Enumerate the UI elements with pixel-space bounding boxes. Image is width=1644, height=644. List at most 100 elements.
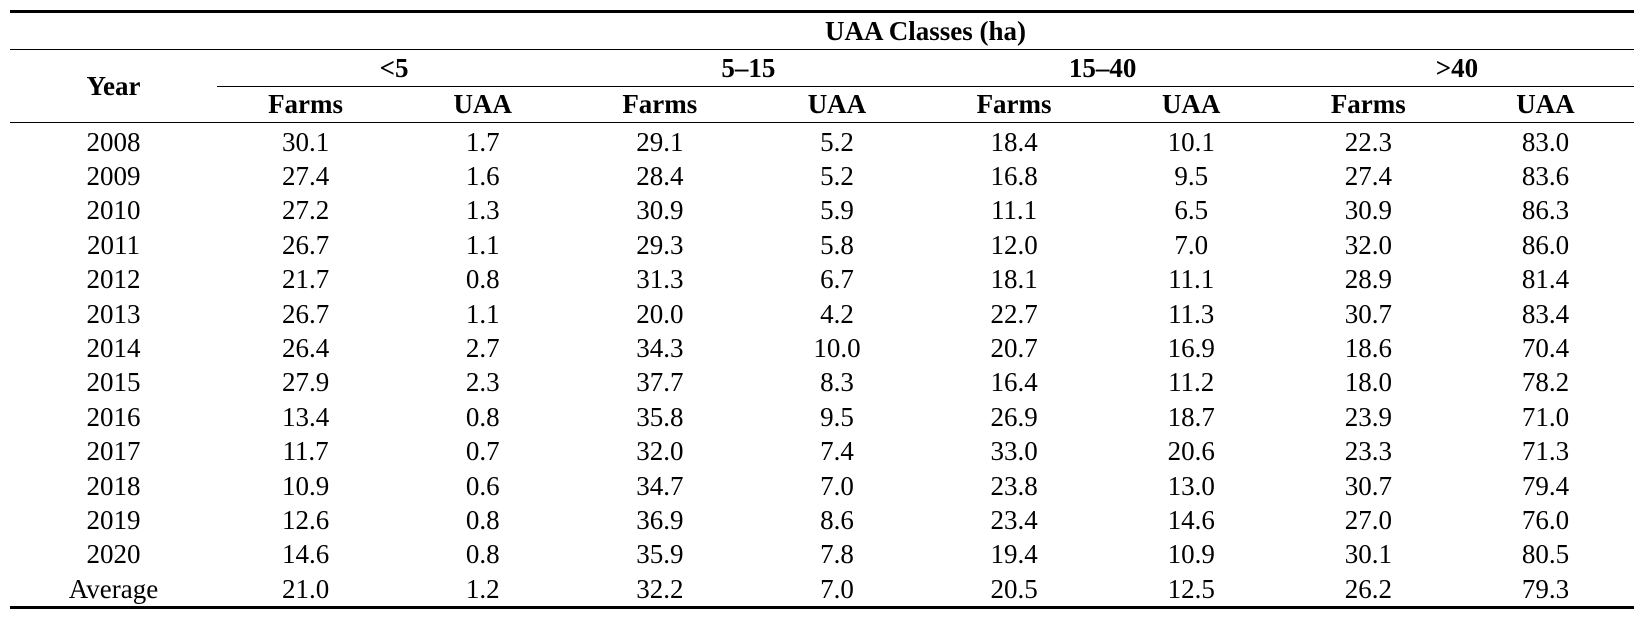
table-row: 2011 26.7 1.1 29.3 5.8 12.0 7.0 32.0 86.0: [10, 228, 1634, 262]
farms-value-cell: 32.0: [636, 436, 684, 467]
year-cell: 2010: [86, 195, 141, 226]
uaa-value-cell: 7.4: [820, 436, 854, 467]
subheader-uaa: UAA: [1102, 86, 1280, 123]
table-row: 2012 21.7 0.8 31.3 6.7 18.1 11.1 28.9 81.4: [10, 263, 1634, 297]
year-cell: 2008: [86, 126, 141, 157]
farms-value-cell: 23.4: [990, 504, 1038, 535]
farms-value-cell: 29.3: [636, 229, 684, 260]
uaa-value-cell: 86.3: [1521, 195, 1570, 226]
farms-value-cell: 11.7: [282, 436, 329, 467]
subheader-farms: Farms: [571, 86, 749, 123]
uaa-value-cell: 78.2: [1521, 367, 1570, 398]
farms-value-cell: 26.9: [990, 401, 1038, 432]
year-cell: Average: [10, 572, 217, 610]
farms-value-cell: 32.0: [1344, 229, 1392, 260]
uaa-value-cell: 8.6: [820, 504, 854, 535]
farms-value-cell: 21.7: [281, 264, 330, 295]
farms-value-cell: 16.4: [990, 367, 1038, 398]
table-row: 2018 10.9 0.6 34.7 7.0 23.8 13.0 30.7 79.4: [10, 469, 1634, 503]
uaa-value-cell: 0.8: [465, 539, 500, 570]
year-cell: 2017: [86, 436, 141, 467]
uaa-value-cell: 9.5: [820, 401, 854, 432]
uaa-value-cell: 2.3: [465, 367, 500, 398]
farms-value-cell: 27.4: [281, 161, 330, 192]
uaa-value-cell: 86.0: [1521, 229, 1570, 260]
uaa-value-cell: 71.3: [1521, 436, 1570, 467]
uaa-value-cell: 81.4: [1521, 264, 1570, 295]
farms-value-cell: 35.9: [636, 539, 684, 570]
uaa-value-cell: 1.7: [465, 126, 500, 157]
farms-value-cell: 18.4: [990, 126, 1038, 157]
uaa-value-cell: 14.6: [1167, 504, 1215, 535]
farms-value-cell: 26.7: [281, 229, 330, 260]
year-cell: 2011: [87, 229, 140, 260]
farms-value-cell: 16.8: [990, 161, 1038, 192]
farms-value-cell: 27.9: [281, 367, 330, 398]
farms-value-cell: 19.4: [990, 539, 1038, 570]
farms-value-cell: 37.7: [636, 367, 684, 398]
farms-value-cell: 18.0: [1344, 367, 1392, 398]
uaa-value-cell: 70.4: [1521, 333, 1570, 364]
year-cell: 2015: [86, 367, 141, 398]
farms-value-cell: 34.7: [636, 470, 684, 501]
farms-value-cell: 26.2: [1279, 572, 1457, 610]
farms-value-cell: 27.2: [281, 195, 330, 226]
farms-value-cell: 14.6: [281, 539, 330, 570]
farms-value-cell: 22.7: [990, 298, 1038, 329]
uaa-value-cell: 7.0: [820, 470, 854, 501]
subheader-farms: Farms: [217, 86, 395, 123]
uaa-value-cell: 5.9: [820, 195, 854, 226]
uaa-value-cell: 0.7: [465, 436, 500, 467]
uaa-value-cell: 18.7: [1167, 401, 1215, 432]
uaa-value-cell: 5.8: [820, 229, 854, 260]
farms-value-cell: 30.9: [636, 195, 684, 226]
uaa-value-cell: 11.1: [1168, 264, 1215, 295]
uaa-value-cell: 20.6: [1167, 436, 1215, 467]
farms-value-cell: 28.4: [636, 161, 684, 192]
farms-value-cell: 23.9: [1344, 401, 1392, 432]
subheader-farms: Farms: [1279, 86, 1457, 123]
uaa-value-cell: 83.4: [1521, 298, 1570, 329]
uaa-value-cell: 10.1: [1167, 126, 1215, 157]
class-header-lt5: <5: [217, 49, 572, 87]
table-row: 2020 14.6 0.8 35.9 7.8 19.4 10.9 30.1 80.5: [10, 538, 1634, 572]
subheader-uaa: UAA: [748, 86, 926, 123]
farms-value-cell: 26.7: [281, 298, 330, 329]
farms-value-cell: 27.0: [1344, 504, 1392, 535]
uaa-value-cell: 9.5: [1174, 161, 1209, 192]
farms-value-cell: 31.3: [636, 264, 684, 295]
uaa-value-cell: 7.0: [1174, 229, 1209, 260]
farms-value-cell: 22.3: [1344, 126, 1392, 157]
year-cell: 2018: [86, 470, 141, 501]
uaa-value-cell: 83.6: [1521, 161, 1570, 192]
uaa-value-cell: 0.8: [465, 504, 500, 535]
year-header: Year: [10, 49, 217, 123]
year-cell: 2014: [86, 333, 141, 364]
farms-value-cell: 23.8: [990, 470, 1038, 501]
uaa-value-cell: 71.0: [1521, 401, 1570, 432]
uaa-value-cell: 80.5: [1521, 539, 1570, 570]
uaa-value-cell: 83.0: [1521, 126, 1570, 157]
uaa-value-cell: 1.6: [465, 161, 500, 192]
table-row: 2015 27.9 2.3 37.7 8.3 16.4 11.2 18.0 78.2: [10, 366, 1634, 400]
farms-value-cell: 18.6: [1344, 333, 1392, 364]
year-cell: 2016: [86, 401, 141, 432]
year-cell: 2013: [86, 298, 141, 329]
uaa-value-cell: 11.2: [1168, 367, 1215, 398]
table-row: 2013 26.7 1.1 20.0 4.2 22.7 11.3 30.7 83.4: [10, 297, 1634, 331]
table-row: Average 21.0 1.2 32.2 7.0 20.5 12.5 26.2 79.3: [10, 572, 1635, 610]
farms-value-cell: 20.7: [990, 333, 1038, 364]
uaa-value-cell: 79.3: [1456, 572, 1635, 610]
uaa-value-cell: 1.1: [465, 229, 500, 260]
farms-value-cell: 30.7: [1344, 470, 1392, 501]
farms-value-cell: 20.0: [636, 298, 684, 329]
year-cell: 2019: [86, 504, 141, 535]
table-row: 2016 13.4 0.8 35.8 9.5 26.9 18.7 23.9 71.0: [10, 400, 1634, 434]
farms-value-cell: 28.9: [1344, 264, 1392, 295]
header-row-group: UAA Classes (ha): [10, 10, 1635, 50]
farms-value-cell: 11.1: [990, 195, 1038, 226]
uaa-value-cell: 7.8: [820, 539, 854, 570]
group-header: UAA Classes (ha): [217, 10, 1635, 50]
uaa-value-cell: 12.5: [1102, 572, 1280, 610]
uaa-value-cell: 6.5: [1174, 195, 1209, 226]
